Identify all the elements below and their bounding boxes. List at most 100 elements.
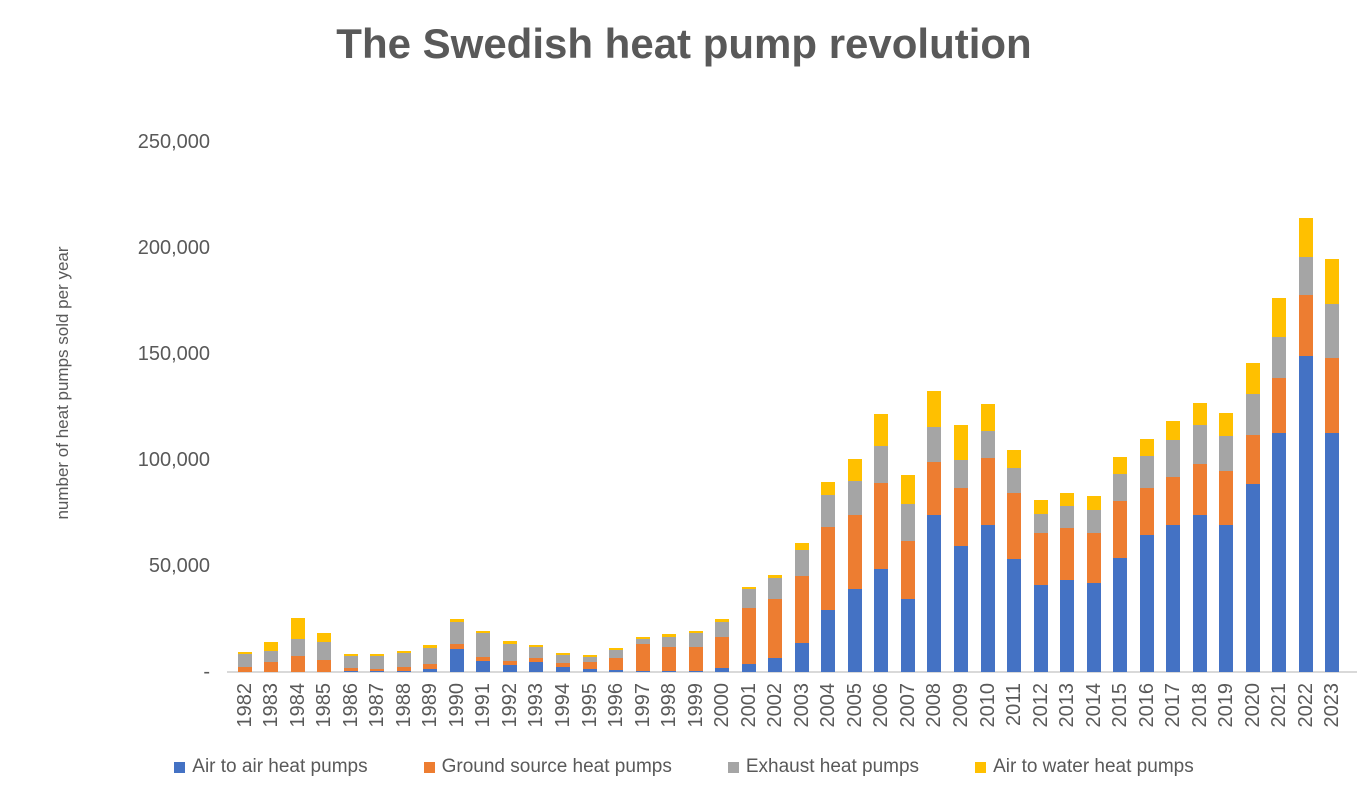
x-axis-line [227,671,1357,673]
bar-segment-2012-exhaust-heat-pumps [1033,513,1048,534]
bar-segment-1989-air-to-water-heat-pumps [423,645,438,648]
legend-swatch-icon [727,761,739,773]
x-tick-label-1988: 1988 [392,683,415,728]
bar-segment-2016-air-to-water-heat-pumps [1139,438,1154,456]
bar-segment-1999-air-to-air-heat-pumps [688,671,703,672]
bar-segment-2010-air-to-air-heat-pumps [980,524,995,672]
bar-segment-1987-air-to-water-heat-pumps [370,653,385,657]
x-tick-label-2002: 2002 [764,683,787,728]
bar-2005 [847,459,862,672]
bar-segment-2020-air-to-air-heat-pumps [1245,483,1260,672]
bar-segment-1993-ground-source-heat-pumps [529,657,544,663]
legend-swatch-icon [975,761,987,773]
bar-segment-2020-ground-source-heat-pumps [1245,435,1260,484]
x-tick-label-2013: 2013 [1056,683,1079,728]
bar-1993 [529,645,544,672]
bar-segment-1988-air-to-air-heat-pumps [396,670,411,672]
bar-segment-2007-air-to-water-heat-pumps [900,475,915,505]
bar-segment-2013-air-to-air-heat-pumps [1060,580,1075,672]
y-tick-label: 150,000 [137,343,210,365]
bar-segment-1996-ground-source-heat-pumps [609,657,624,670]
bar-segment-1989-exhaust-heat-pumps [423,647,438,665]
y-tick-label: 100,000 [137,449,210,471]
bar-segment-2006-exhaust-heat-pumps [874,446,889,483]
bar-segment-2009-air-to-water-heat-pumps [953,425,968,461]
bar-2011 [1007,450,1022,672]
bar-segment-2023-ground-source-heat-pumps [1325,357,1340,433]
bar-segment-1997-air-to-air-heat-pumps [635,670,650,672]
bar-2018 [1192,403,1207,672]
bar-segment-2007-ground-source-heat-pumps [900,540,915,600]
bar-segment-2005-ground-source-heat-pumps [847,515,862,590]
bar-segment-2011-ground-source-heat-pumps [1007,493,1022,560]
bar-segment-2021-air-to-air-heat-pumps [1272,432,1287,672]
x-tick-label-1985: 1985 [313,683,336,728]
bar-segment-2011-air-to-air-heat-pumps [1007,559,1022,672]
x-tick-label-1996: 1996 [605,683,628,728]
bar-segment-2008-air-to-water-heat-pumps [927,390,942,427]
bar-segment-2019-air-to-water-heat-pumps [1219,413,1234,437]
chart-title: The Swedish heat pump revolution [336,20,1032,67]
bar-2015 [1113,456,1128,672]
bar-segment-1993-air-to-air-heat-pumps [529,662,544,672]
bar-segment-2004-air-to-air-heat-pumps [821,609,836,672]
bar-segment-2000-exhaust-heat-pumps [715,621,730,638]
bar-segment-2018-air-to-air-heat-pumps [1192,515,1207,672]
bar-segment-1983-air-to-water-heat-pumps [264,641,279,652]
bar-segment-1999-ground-source-heat-pumps [688,647,703,672]
x-tick-label-2006: 2006 [870,683,893,728]
bar-segment-1995-exhaust-heat-pumps [582,656,597,663]
bar-segment-2005-exhaust-heat-pumps [847,480,862,516]
bar-2017 [1166,421,1181,672]
bar-segment-2018-air-to-water-heat-pumps [1192,403,1207,426]
bar-segment-2020-air-to-water-heat-pumps [1245,363,1260,394]
bar-segment-2003-exhaust-heat-pumps [794,549,809,576]
bar-segment-2004-exhaust-heat-pumps [821,495,836,527]
bar-segment-2017-ground-source-heat-pumps [1166,476,1181,525]
bar-segment-2019-ground-source-heat-pumps [1219,471,1234,525]
x-tick-label-1999: 1999 [684,683,707,728]
x-tick-label-1993: 1993 [525,683,548,728]
bar-segment-1998-air-to-water-heat-pumps [662,634,677,637]
bar-2014 [1086,496,1101,672]
bar-2020 [1245,363,1260,672]
bar-segment-2017-air-to-water-heat-pumps [1166,421,1181,441]
bar-segment-2020-exhaust-heat-pumps [1245,393,1260,436]
bar-2010 [980,403,995,672]
bar-segment-1986-ground-source-heat-pumps [343,668,358,671]
bar-segment-1988-exhaust-heat-pumps [396,653,411,668]
bar-segment-1995-ground-source-heat-pumps [582,662,597,670]
y-tick-label: 50,000 [148,555,210,577]
bar-segment-1983-ground-source-heat-pumps [264,662,279,672]
bar-2023 [1325,259,1340,672]
bar-1990 [449,619,464,672]
bar-segment-2017-air-to-air-heat-pumps [1166,524,1181,672]
y-tick-label: 250,000 [137,131,210,153]
bar-segment-2022-air-to-air-heat-pumps [1298,355,1313,672]
bar-segment-2013-ground-source-heat-pumps [1060,528,1075,581]
x-tick-label-2007: 2007 [896,683,919,728]
bar-2006 [874,414,889,672]
bar-segment-1990-air-to-water-heat-pumps [449,619,464,622]
legend: Air to air heat pumps Ground source heat … [0,756,1368,778]
bar-segment-2014-air-to-water-heat-pumps [1086,496,1101,511]
x-tick-label-1995: 1995 [578,683,601,728]
x-tick-label-2011: 2011 [1003,683,1026,727]
bar-segment-1996-air-to-air-heat-pumps [609,669,624,672]
legend-label: Ground source heat pumps [441,756,672,777]
bar-segment-2002-ground-source-heat-pumps [768,599,783,658]
bar-1999 [688,630,703,672]
bar-segment-2010-ground-source-heat-pumps [980,458,995,525]
bar-segment-2004-air-to-water-heat-pumps [821,482,836,496]
bar-segment-2012-air-to-air-heat-pumps [1033,585,1048,672]
bar-segment-2005-air-to-water-heat-pumps [847,459,862,481]
bar-2003 [794,543,809,672]
bar-segment-1991-exhaust-heat-pumps [476,633,491,657]
bar-segment-1994-air-to-air-heat-pumps [556,666,571,672]
legend-item-exhaust-heat-pumps: Exhaust heat pumps [727,756,919,778]
bar-segment-2000-ground-source-heat-pumps [715,637,730,668]
bar-segment-2015-exhaust-heat-pumps [1113,473,1128,501]
bar-segment-2022-ground-source-heat-pumps [1298,294,1313,356]
bar-segment-1992-air-to-water-heat-pumps [502,641,517,644]
